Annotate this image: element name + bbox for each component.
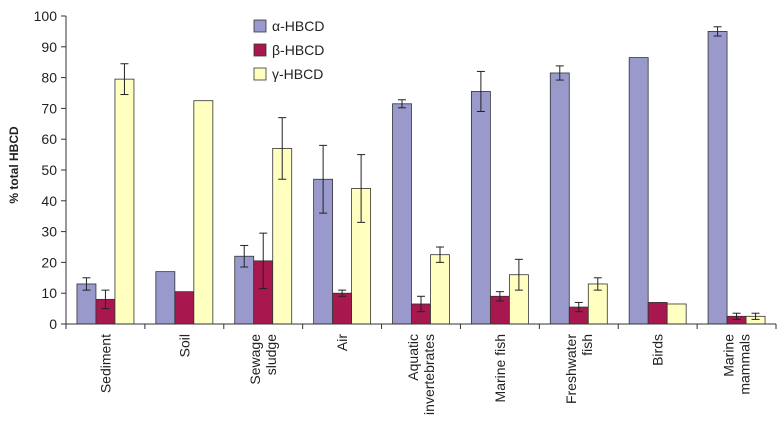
x-category-label: Marinemammals	[721, 334, 753, 395]
bar	[707, 30, 728, 325]
legend-swatch	[253, 67, 267, 81]
y-tick-label: 10	[41, 285, 57, 301]
bar	[392, 103, 412, 325]
bar	[549, 72, 570, 325]
bar	[174, 291, 195, 325]
y-axis: 0 10 20 30 40 50 60 70 80 90 100	[34, 8, 67, 332]
y-tick-label: 70	[41, 100, 57, 116]
y-tick-label: 100	[34, 8, 58, 24]
bar	[193, 100, 214, 325]
x-category-label-line: Sewage	[247, 334, 263, 385]
x-category-label-line: Marine	[721, 334, 737, 377]
bar	[628, 57, 649, 325]
x-category-label-line: Birds	[650, 334, 666, 366]
x-category-label: Air	[334, 334, 350, 351]
y-tick-label: 60	[41, 131, 57, 147]
x-category-label: Sewagesludge	[247, 334, 279, 385]
y-tick-label: 90	[41, 39, 57, 55]
bar	[666, 303, 687, 325]
x-category-label-line: Soil	[176, 334, 192, 357]
bars	[76, 26, 766, 325]
y-tick-label: 80	[41, 70, 57, 86]
x-category-label-line: sludge	[263, 334, 279, 375]
legend-label: α-HBCD	[272, 18, 324, 34]
x-category-label: Aquaticinvertebrates	[405, 334, 437, 415]
x-category-label: Freshwaterfish	[563, 334, 595, 404]
y-tick-label: 20	[41, 254, 57, 270]
x-category-label-line: invertebrates	[421, 334, 437, 415]
legend-label: γ-HBCD	[272, 66, 323, 82]
bar	[430, 254, 450, 325]
x-category-label-line: fish	[579, 334, 595, 356]
x-category-label-line: mammals	[737, 334, 753, 395]
bar	[332, 292, 353, 325]
x-category-label-line: Aquatic	[405, 334, 421, 381]
y-axis-label: % total HBCD	[7, 126, 21, 204]
bar	[470, 91, 491, 325]
legend-swatch	[253, 19, 267, 33]
x-category-label: Soil	[176, 334, 192, 357]
bar	[155, 271, 176, 325]
x-axis: Sediment Soil Sewagesludge Air Aquaticinvert…	[65, 323, 777, 415]
y-tick-label: 40	[41, 193, 57, 209]
y-tick-label: 30	[41, 224, 57, 240]
legend-label: β-HBCD	[272, 42, 324, 58]
x-category-label-line: Marine fish	[492, 334, 508, 402]
x-category-label-line: Air	[334, 334, 350, 351]
legend-swatch	[253, 43, 267, 57]
y-tick-label: 0	[49, 316, 57, 332]
x-category-label-line: Freshwater	[563, 334, 579, 404]
legend: α-HBCD β-HBCD γ-HBCD	[253, 18, 324, 82]
x-category-label: Sediment	[97, 334, 113, 393]
bar	[647, 302, 668, 325]
y-tick-label: 50	[41, 162, 57, 178]
x-category-label: Birds	[650, 334, 666, 366]
bar	[114, 78, 135, 325]
x-category-label: Marine fish	[492, 334, 508, 402]
x-category-label-line: Sediment	[97, 334, 113, 393]
